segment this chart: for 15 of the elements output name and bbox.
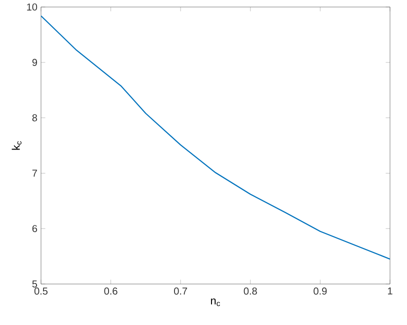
line-series [41,15,390,260]
x-tick-label: 0.8 [244,288,257,295]
x-tick-label: 0.9 [314,288,327,295]
x-tick-label: 0.6 [104,288,118,295]
x-tick-label: 0.7 [174,288,188,295]
x-tick-label: 1 [388,288,392,294]
y-axis-title: k$_{c}$ [12,141,22,150]
y-tick-label: 8 [32,114,38,122]
y-tick-label: 7 [32,170,37,177]
y-tick-label: 6 [32,225,38,232]
y-tick-label: 9 [32,58,38,66]
y-tick-label: 5 [32,280,38,288]
y-tick-label: 10 [27,3,38,11]
x-tick-label: 0.5 [34,288,48,295]
x-axis-title: n$_{c}$ [211,298,220,306]
